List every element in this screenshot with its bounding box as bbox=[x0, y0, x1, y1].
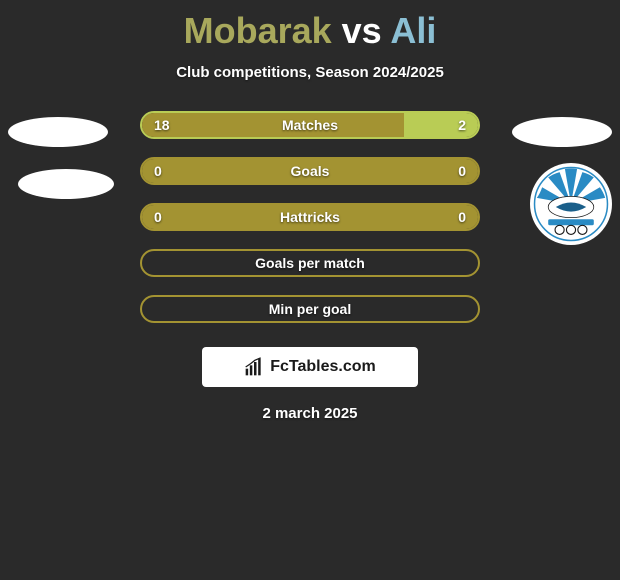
stat-value-right: 2 bbox=[458, 117, 466, 133]
stat-fill-left bbox=[142, 113, 404, 137]
stat-bars: 18 Matches 2 0 Goals 0 0 Hattricks 0 Goals per ma… bbox=[140, 111, 480, 323]
stat-value-right: 0 bbox=[458, 209, 466, 225]
title-vs: vs bbox=[342, 10, 382, 51]
stat-label: Hattricks bbox=[280, 209, 340, 225]
avatar-left bbox=[8, 111, 108, 211]
watermark-text: FcTables.com bbox=[270, 358, 376, 376]
stat-value-right: 0 bbox=[458, 163, 466, 179]
stat-bar: Goals per match bbox=[140, 249, 480, 277]
date-text: 2 march 2025 bbox=[0, 405, 620, 422]
stat-label: Min per goal bbox=[269, 301, 351, 317]
stat-bar: Min per goal bbox=[140, 295, 480, 323]
stat-fill-right bbox=[404, 113, 478, 137]
placeholder-shape bbox=[512, 117, 612, 147]
club-badge-icon bbox=[530, 163, 612, 245]
stat-value-left: 0 bbox=[154, 163, 162, 179]
page-title: Mobarak vs Ali bbox=[0, 0, 620, 52]
stat-label: Goals per match bbox=[255, 255, 365, 271]
stat-bar: 0 Goals 0 bbox=[140, 157, 480, 185]
placeholder-shape bbox=[18, 169, 114, 199]
comparison-content: 18 Matches 2 0 Goals 0 0 Hattricks 0 Goals per ma… bbox=[0, 111, 620, 422]
stat-value-left: 18 bbox=[154, 117, 170, 133]
chart-icon bbox=[244, 357, 264, 377]
watermark: FcTables.com bbox=[202, 347, 418, 387]
stat-label: Matches bbox=[282, 117, 338, 133]
stat-bar: 0 Hattricks 0 bbox=[140, 203, 480, 231]
avatar-right bbox=[512, 111, 612, 211]
placeholder-shape bbox=[8, 117, 108, 147]
stat-bar: 18 Matches 2 bbox=[140, 111, 480, 139]
stat-value-left: 0 bbox=[154, 209, 162, 225]
stat-label: Goals bbox=[291, 163, 330, 179]
title-player2: Ali bbox=[390, 10, 436, 51]
subtitle: Club competitions, Season 2024/2025 bbox=[0, 64, 620, 81]
title-player1: Mobarak bbox=[184, 10, 332, 51]
